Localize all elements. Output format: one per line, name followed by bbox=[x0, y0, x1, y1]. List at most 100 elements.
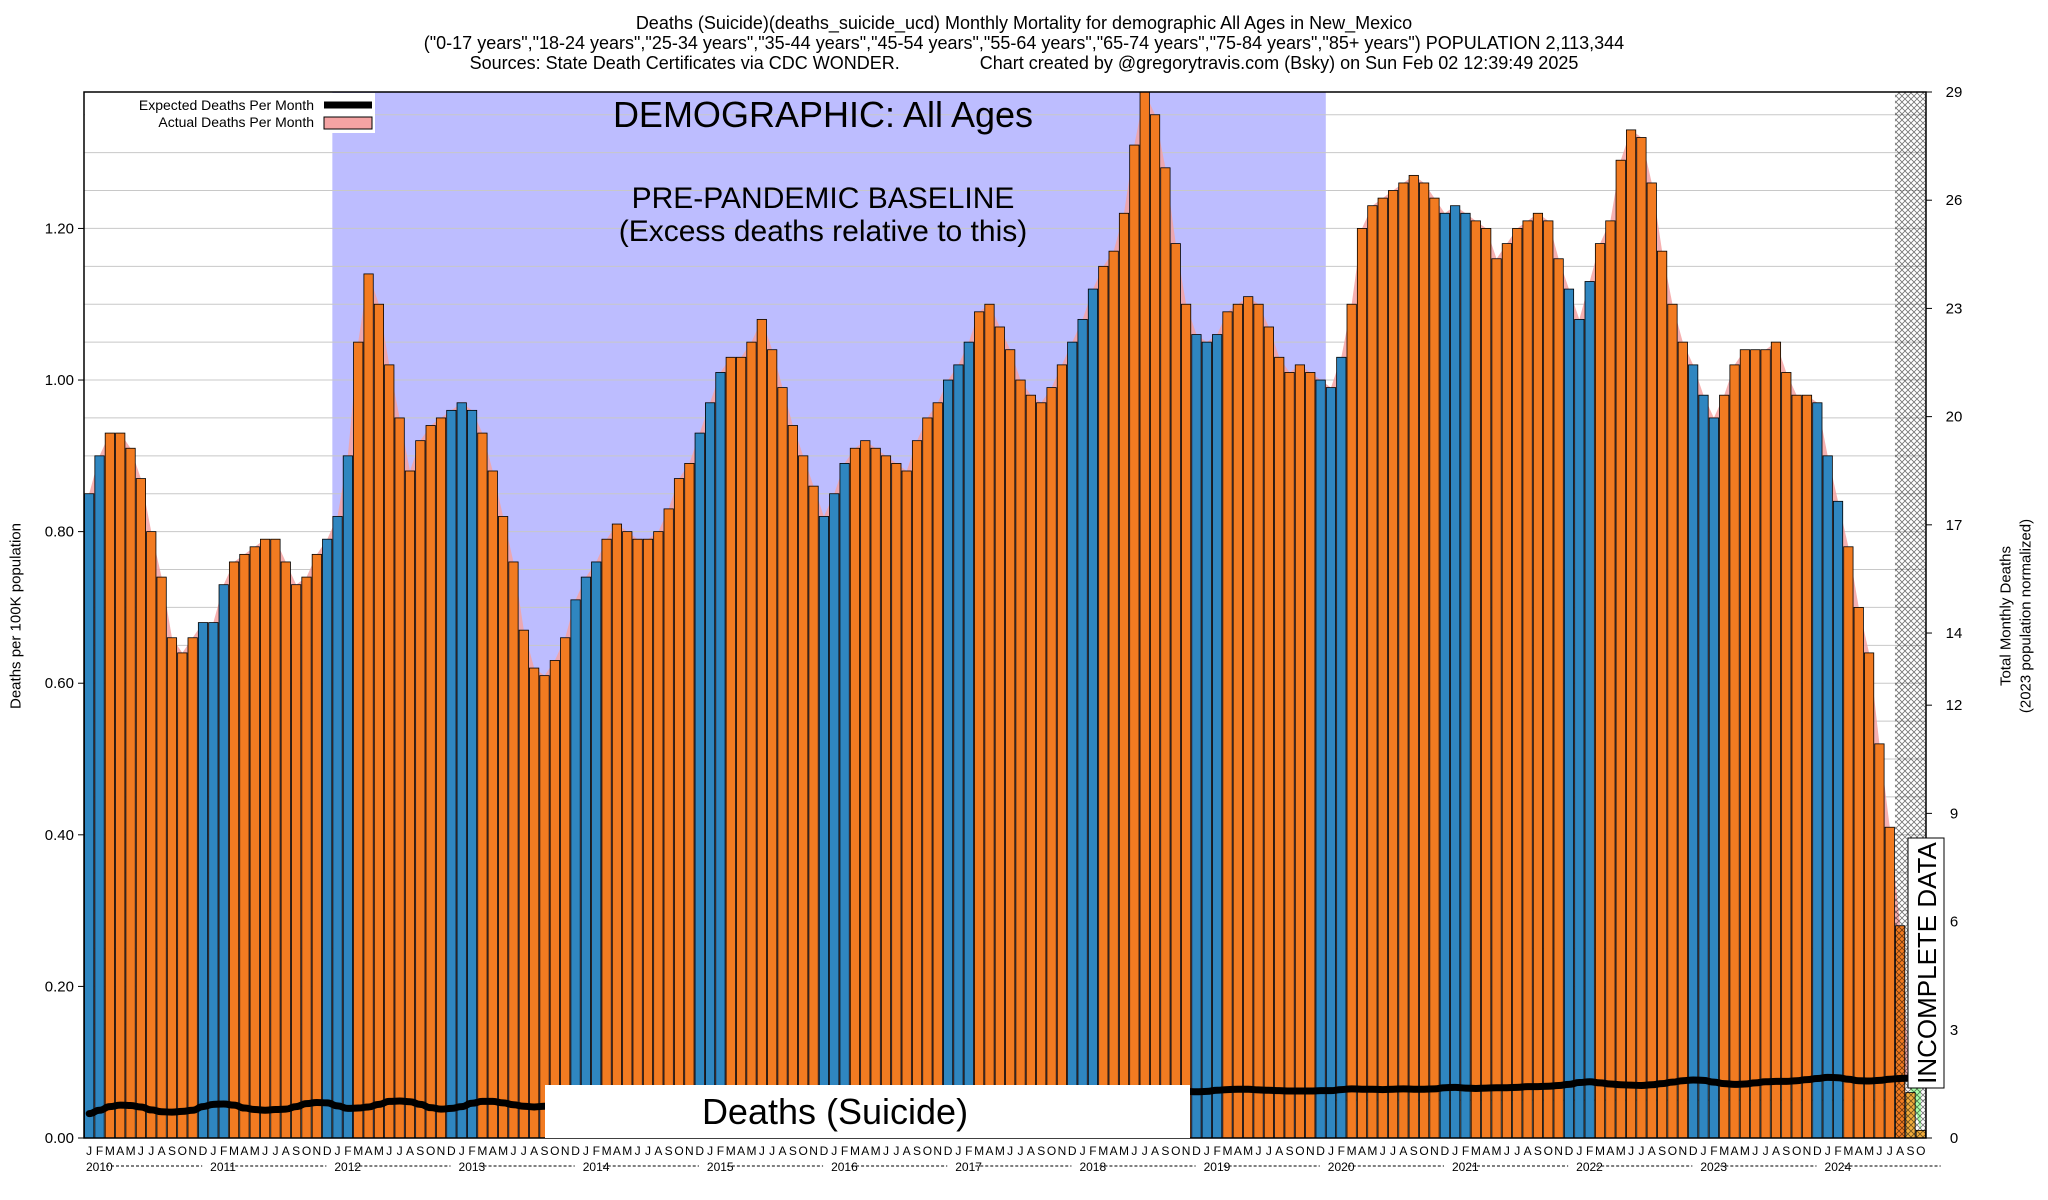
x-month-label: J bbox=[1628, 1144, 1634, 1158]
x-month-label: O bbox=[426, 1144, 435, 1158]
x-month-label: M bbox=[1367, 1144, 1377, 1158]
x-month-label: S bbox=[292, 1144, 300, 1158]
x-month-label: O bbox=[674, 1144, 683, 1158]
x-month-label: D bbox=[695, 1144, 704, 1158]
bar bbox=[1408, 174, 1419, 1139]
bar bbox=[932, 402, 943, 1139]
bar bbox=[1201, 341, 1212, 1139]
bar bbox=[518, 629, 529, 1139]
bar bbox=[1191, 334, 1202, 1139]
bar bbox=[1843, 546, 1854, 1139]
x-month-label: N bbox=[1430, 1144, 1439, 1158]
bar bbox=[725, 356, 736, 1139]
bar bbox=[508, 561, 519, 1139]
y2-tick-label: 12 bbox=[1946, 697, 1963, 714]
x-month-label: M bbox=[871, 1144, 881, 1158]
x-month-label: M bbox=[477, 1144, 487, 1158]
bar bbox=[394, 417, 405, 1139]
bar bbox=[280, 561, 291, 1139]
bar bbox=[974, 311, 985, 1139]
x-month-label: J bbox=[1576, 1144, 1582, 1158]
x-month-label: S bbox=[1658, 1144, 1666, 1158]
bar bbox=[84, 493, 95, 1139]
bar bbox=[1118, 212, 1130, 1139]
y-tick-label: 0.60 bbox=[45, 675, 74, 692]
bar bbox=[1739, 349, 1750, 1139]
x-month-label: D bbox=[447, 1144, 456, 1158]
bar bbox=[1864, 652, 1875, 1139]
bar bbox=[1439, 212, 1450, 1139]
x-year-label: 2013 bbox=[459, 1160, 486, 1174]
bar bbox=[1160, 167, 1171, 1139]
x-month-label: J bbox=[86, 1144, 92, 1158]
bar bbox=[373, 303, 385, 1139]
x-year-label: 2023 bbox=[1700, 1160, 1727, 1174]
x-month-label: M bbox=[974, 1144, 984, 1158]
bar bbox=[891, 463, 902, 1139]
x-month-label: M bbox=[1740, 1144, 1750, 1158]
baseline-label-line2: (Excess deaths relative to this) bbox=[619, 215, 1028, 248]
x-month-label: J bbox=[386, 1144, 392, 1158]
x-month-label: D bbox=[323, 1144, 332, 1158]
x-month-label: J bbox=[883, 1144, 889, 1158]
bar bbox=[1605, 220, 1616, 1139]
x-month-label: A bbox=[1606, 1144, 1614, 1158]
x-month-label: A bbox=[1234, 1144, 1242, 1158]
x-month-label: N bbox=[1803, 1144, 1812, 1158]
bar bbox=[498, 516, 509, 1139]
bar bbox=[1005, 349, 1016, 1139]
bar bbox=[353, 341, 364, 1139]
x-month-label: O bbox=[1792, 1144, 1801, 1158]
bar bbox=[146, 531, 157, 1139]
bar bbox=[1553, 258, 1564, 1139]
x-month-label: J bbox=[583, 1144, 589, 1158]
bar bbox=[570, 599, 581, 1139]
x-month-label: J bbox=[138, 1144, 144, 1158]
bar bbox=[249, 546, 260, 1139]
x-month-label: N bbox=[437, 1144, 446, 1158]
x-month-label: J bbox=[769, 1144, 775, 1158]
x-month-label: J bbox=[831, 1144, 837, 1158]
x-month-label: S bbox=[1906, 1144, 1914, 1158]
x-month-label: D bbox=[1565, 1144, 1574, 1158]
x-month-label: O bbox=[1668, 1144, 1677, 1158]
x-year-label: 2018 bbox=[1079, 1160, 1106, 1174]
x-month-label: N bbox=[561, 1144, 570, 1158]
y2-tick-label: 14 bbox=[1946, 625, 1963, 642]
x-month-label: O bbox=[799, 1144, 808, 1158]
x-month-label: M bbox=[105, 1144, 115, 1158]
x-month-label: M bbox=[126, 1144, 136, 1158]
x-month-label: J bbox=[1876, 1144, 1882, 1158]
x-year-label: 2020 bbox=[1328, 1160, 1355, 1174]
bar bbox=[1139, 91, 1150, 1139]
bar bbox=[1760, 349, 1771, 1139]
bar bbox=[1077, 318, 1088, 1139]
bar bbox=[1036, 402, 1047, 1139]
bar bbox=[922, 417, 933, 1139]
y2-tick-label: 29 bbox=[1946, 84, 1963, 101]
bar bbox=[435, 417, 447, 1139]
x-month-label: J bbox=[148, 1144, 154, 1158]
x-month-label: F bbox=[965, 1144, 972, 1158]
x-month-label: J bbox=[335, 1144, 341, 1158]
bar bbox=[1274, 356, 1285, 1139]
x-month-label: J bbox=[397, 1144, 403, 1158]
y2-tick-label: 3 bbox=[1950, 1022, 1958, 1039]
bar bbox=[94, 455, 105, 1139]
bar bbox=[270, 538, 281, 1139]
bar bbox=[1325, 387, 1337, 1139]
bar bbox=[1098, 265, 1109, 1139]
y2-tick-label: 17 bbox=[1946, 517, 1963, 534]
x-month-label: O bbox=[1544, 1144, 1553, 1158]
cause-label: Deaths (Suicide) bbox=[702, 1091, 968, 1132]
bar bbox=[1719, 394, 1730, 1139]
x-month-label: J bbox=[1007, 1144, 1013, 1158]
bar bbox=[736, 356, 747, 1139]
bar bbox=[953, 364, 964, 1139]
x-month-label: N bbox=[685, 1144, 694, 1158]
bar bbox=[870, 447, 881, 1139]
bar bbox=[1574, 318, 1585, 1139]
bar bbox=[1149, 114, 1161, 1139]
x-month-label: O bbox=[1419, 1144, 1428, 1158]
bar bbox=[901, 470, 912, 1139]
